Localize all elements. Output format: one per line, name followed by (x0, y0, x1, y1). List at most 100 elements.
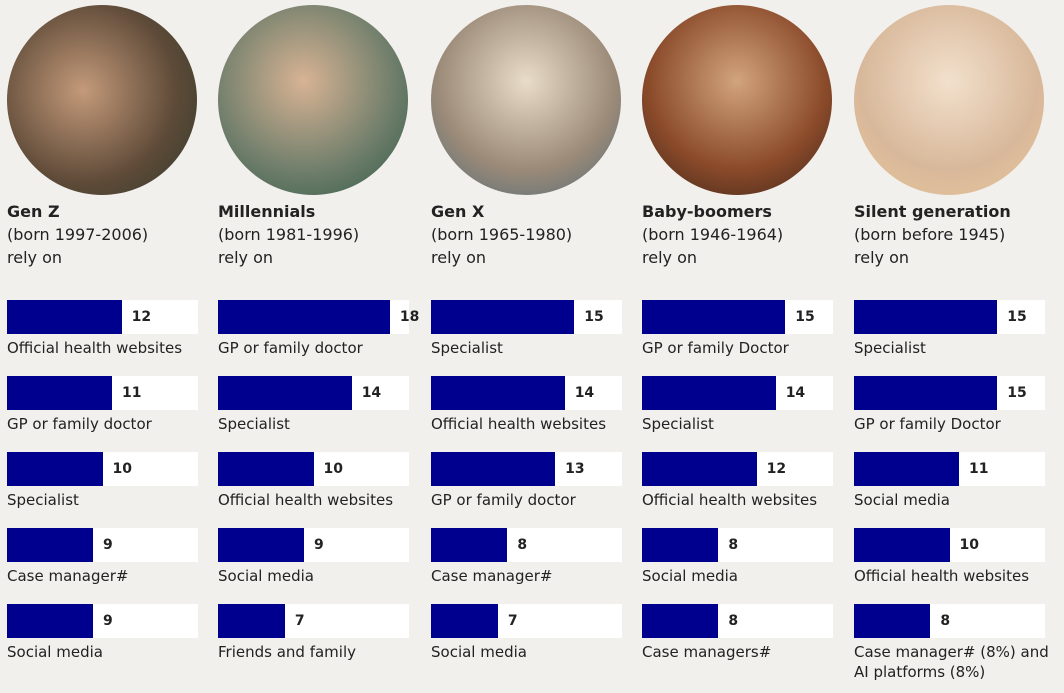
generation-years: (born 1965-1980) (431, 225, 573, 244)
photo (7, 5, 197, 195)
value-label: 15 (795, 309, 815, 325)
generation-title: Gen X (431, 202, 485, 221)
category-label: Specialist (431, 339, 503, 357)
bar (854, 376, 998, 410)
category-label: GP or family Doctor (642, 339, 789, 357)
category-label: Social media (7, 643, 103, 661)
generation-years: (born 1946-1964) (642, 225, 784, 244)
value-label: 9 (313, 537, 324, 553)
value-label: 11 (969, 461, 989, 477)
bar (854, 528, 950, 562)
category-label: Specialist (854, 339, 926, 357)
photo (218, 5, 408, 195)
generation-column: Baby-boomers (born 1946-1964) rely on 15 GP … (642, 0, 833, 693)
generation-title: Millennials (218, 202, 316, 221)
value-label: 14 (574, 385, 595, 401)
heading: Gen X (born 1965-1980) rely on (431, 200, 572, 269)
category-label: Specialist (7, 491, 79, 509)
category-label: Social media (642, 567, 738, 585)
bar (642, 604, 719, 638)
generation-title: Baby-boomers (642, 202, 772, 221)
value-label: 9 (102, 613, 113, 629)
heading: Millennials (born 1981-1996) rely on (218, 200, 359, 269)
value-label: 8 (940, 613, 951, 629)
generation-years: (born 1997-2006) (7, 225, 149, 244)
value-label: 9 (102, 537, 113, 553)
bar (431, 528, 508, 562)
bar (7, 604, 93, 638)
bar-track: 7 (431, 604, 622, 638)
value-label: 8 (517, 537, 528, 553)
category-label: GP or family doctor (431, 491, 576, 509)
bar (431, 604, 498, 638)
bar (7, 300, 122, 334)
bar (431, 300, 575, 334)
bar (642, 452, 757, 486)
bar-track: 15 (431, 300, 622, 334)
bar-track: 18 (218, 300, 419, 334)
photo (854, 5, 1044, 195)
heading: Baby-boomers (born 1946-1964) rely on (642, 200, 783, 269)
value-label: 8 (728, 537, 739, 553)
bar-track: 11 (854, 452, 1045, 486)
generation-note: rely on (642, 248, 697, 267)
generation-years: (born before 1945) (854, 225, 1006, 244)
category-label: GP or family doctor (218, 339, 363, 357)
bar (431, 452, 556, 486)
bar (642, 528, 719, 562)
bar (642, 376, 776, 410)
bar-track: 9 (7, 604, 198, 638)
photo (642, 5, 832, 195)
bar-track: 11 (7, 376, 198, 410)
bar-track: 14 (431, 376, 622, 410)
heading: Gen Z (born 1997-2006) rely on (7, 200, 148, 269)
category-label: Social media (431, 643, 527, 661)
generation-title: Silent generation (854, 202, 1011, 221)
bar-track: 15 (642, 300, 833, 334)
bar-track: 9 (7, 528, 198, 562)
value-label: 14 (361, 385, 382, 401)
value-label: 10 (323, 461, 343, 477)
bar (218, 300, 390, 334)
category-label: Specialist (218, 415, 290, 433)
category-label: Case manager# (8%) and AI platforms (8%) (854, 643, 1049, 681)
value-label: 7 (507, 613, 518, 629)
category-label: GP or family doctor (7, 415, 152, 433)
generation-note: rely on (218, 248, 273, 267)
bar (854, 300, 998, 334)
bar-track: 14 (218, 376, 409, 410)
category-label: Case manager# (7, 567, 129, 585)
value-label: 8 (728, 613, 739, 629)
bar-track: 7 (218, 604, 409, 638)
bar (7, 376, 113, 410)
category-label: Official health websites (431, 415, 607, 433)
value-label: 12 (131, 309, 152, 325)
bar (218, 452, 314, 486)
bar-track: 9 (218, 528, 409, 562)
category-label: Case manager# (431, 567, 553, 585)
bar (218, 376, 352, 410)
category-label: Official health websites (854, 567, 1030, 585)
bar-track: 10 (7, 452, 198, 486)
bar (854, 452, 960, 486)
heading: Silent generation (born before 1945) rely … (854, 200, 1011, 269)
value-label: 12 (766, 461, 787, 477)
bar-track: 8 (854, 604, 1045, 638)
bar (218, 528, 304, 562)
category-label: Specialist (642, 415, 714, 433)
bar-track: 8 (642, 604, 833, 638)
bar-track: 15 (854, 300, 1045, 334)
category-label: Official health websites (642, 491, 818, 509)
bar-track: 10 (218, 452, 409, 486)
value-label: 7 (294, 613, 305, 629)
bar-track: 8 (642, 528, 833, 562)
value-label: 15 (584, 309, 604, 325)
bar (218, 604, 285, 638)
bar (7, 528, 93, 562)
generation-note: rely on (431, 248, 486, 267)
value-label: 15 (1007, 385, 1027, 401)
category-label: Official health websites (218, 491, 394, 509)
bar-track: 8 (431, 528, 622, 562)
bar-track: 12 (642, 452, 833, 486)
